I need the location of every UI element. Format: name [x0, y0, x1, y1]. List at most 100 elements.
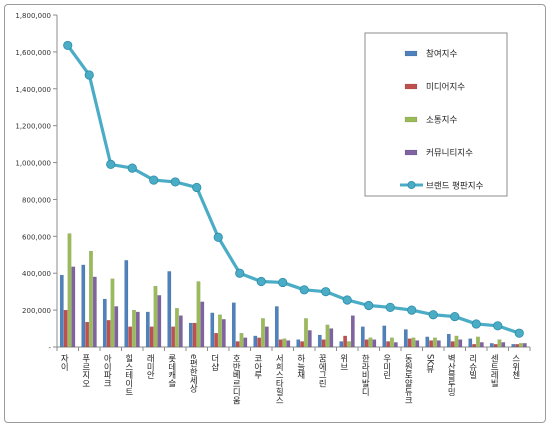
bar	[278, 339, 283, 348]
bar	[429, 340, 433, 348]
series-2-bars	[63, 309, 519, 348]
legend-label: 참여지수	[426, 49, 457, 60]
legend-marker	[407, 180, 416, 189]
bar	[386, 341, 390, 348]
bar	[479, 342, 484, 348]
bar	[368, 337, 373, 348]
bar	[157, 295, 162, 348]
bar	[360, 326, 365, 348]
bar	[522, 343, 527, 348]
bar	[339, 341, 344, 348]
y-tick-label: 600,000	[22, 233, 51, 241]
bar	[450, 341, 455, 348]
line-point	[127, 163, 137, 173]
line-point	[321, 287, 331, 297]
bar	[231, 302, 236, 348]
bar	[218, 314, 222, 348]
bar	[243, 337, 248, 348]
chart-svg: - 200,000 400,000 600,000 800,000 1,000,000 1,…	[15, 12, 531, 404]
bar	[89, 250, 93, 348]
legend-label: 미디어지수	[426, 82, 465, 93]
bar	[235, 341, 240, 348]
bar	[210, 312, 215, 348]
y-tick-label: 1,600,000	[15, 49, 51, 57]
series-4-bars	[71, 266, 527, 348]
legend-label: 브랜드 평판지수	[426, 181, 484, 192]
line-point	[170, 177, 180, 187]
x-tick-label: 힐스테이트	[124, 353, 134, 396]
x-tick-label: 코아루	[253, 354, 263, 380]
line-point	[192, 182, 202, 193]
line-point	[299, 285, 309, 295]
line-point	[84, 70, 94, 80]
bar	[403, 329, 408, 348]
line-point	[342, 295, 352, 305]
line-point	[213, 232, 223, 242]
bar	[149, 326, 154, 348]
line-point	[364, 300, 374, 311]
bar	[81, 264, 86, 348]
legend-swatch	[404, 149, 418, 156]
bar	[253, 335, 258, 348]
bar	[393, 342, 398, 348]
legend-swatch	[404, 83, 418, 90]
bar	[347, 341, 351, 348]
x-tick-label: 한라비발디	[361, 354, 371, 397]
bar	[145, 311, 150, 348]
x-tick-label: 벽산블루밍	[447, 353, 457, 396]
bar	[67, 233, 72, 348]
bar	[300, 341, 304, 348]
bar	[390, 337, 394, 348]
line-point	[256, 276, 266, 287]
y-tick-label: 200,000	[22, 307, 51, 315]
bar	[282, 338, 287, 348]
x-tick-label: SK뷰	[425, 354, 435, 374]
series-3-bars	[67, 233, 523, 348]
y-tick-label: -	[48, 344, 51, 352]
line-point	[428, 310, 438, 320]
x-tick-label: 꿈에그린	[318, 354, 328, 388]
bar	[321, 339, 326, 348]
bar	[407, 338, 412, 348]
y-tick-label: 400,000	[22, 270, 51, 278]
bar	[382, 325, 387, 348]
chart-frame: - 200,000 400,000 600,000 800,000 1,000,000 1,…	[4, 4, 546, 423]
bar	[446, 333, 451, 348]
bar	[415, 340, 420, 348]
bar	[214, 333, 219, 348]
bar	[519, 343, 523, 348]
bar	[175, 308, 179, 348]
x-tick-label: 아이파크	[103, 353, 113, 387]
bar	[92, 276, 97, 348]
y-tick-label: 1,000,000	[15, 160, 51, 168]
bar	[515, 344, 519, 348]
bar	[304, 318, 308, 348]
y-tick-label: 800,000	[22, 196, 51, 204]
bar	[196, 281, 201, 348]
y-tick-label: 1,200,000	[15, 123, 51, 131]
bar	[343, 335, 347, 348]
line-point	[493, 321, 503, 331]
bar	[372, 339, 377, 348]
bar	[458, 339, 463, 348]
y-tick-label: 1,800,000	[15, 12, 51, 20]
line-point	[278, 277, 288, 288]
bar	[128, 326, 132, 348]
x-tick-label: 스위첸	[511, 354, 521, 379]
legend-swatch	[404, 116, 418, 123]
bar	[153, 285, 158, 348]
line-point	[407, 305, 417, 315]
bar	[110, 278, 115, 348]
bar	[425, 336, 430, 348]
line-point	[106, 159, 116, 169]
bar	[114, 306, 119, 348]
bar	[192, 322, 197, 348]
bar	[476, 336, 480, 348]
bar	[124, 260, 129, 348]
bar	[329, 328, 334, 348]
bar	[63, 309, 68, 348]
bar	[511, 344, 516, 348]
x-tick-label: 래미안	[146, 354, 156, 379]
legend-box	[364, 32, 508, 197]
